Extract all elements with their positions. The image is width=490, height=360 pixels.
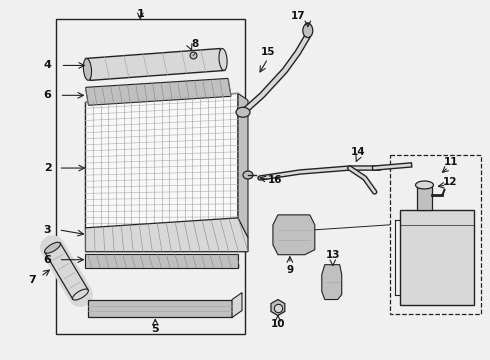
Polygon shape [85,78,231,105]
Text: 6: 6 [44,255,51,265]
Bar [55,19,245,334]
Text: 2: 2 [44,163,51,173]
Ellipse shape [219,49,227,71]
Polygon shape [85,93,238,230]
Text: 15: 15 [261,48,275,58]
Polygon shape [322,265,342,300]
Text: 11: 11 [444,157,459,167]
Bar [390,155,481,315]
Text: 1: 1 [136,9,144,19]
Ellipse shape [45,242,60,253]
Text: 7: 7 [29,275,36,285]
Text: 5: 5 [151,324,159,334]
Polygon shape [238,93,248,238]
Bar [416,185,433,210]
Text: 14: 14 [350,147,365,157]
Polygon shape [232,293,242,318]
Polygon shape [273,215,315,255]
Text: 8: 8 [192,39,199,49]
Text: 16: 16 [268,175,282,185]
Text: 13: 13 [325,250,340,260]
Text: 9: 9 [286,265,294,275]
Text: 12: 12 [443,177,458,187]
Polygon shape [85,254,238,268]
Ellipse shape [73,289,88,300]
Polygon shape [271,300,285,315]
Text: 4: 4 [44,60,51,71]
Ellipse shape [83,59,92,80]
Polygon shape [89,300,232,318]
Ellipse shape [236,107,250,117]
Polygon shape [85,49,225,80]
Text: 3: 3 [44,225,51,235]
Text: 17: 17 [291,11,305,21]
Ellipse shape [303,24,313,37]
Ellipse shape [243,171,253,179]
Text: 6: 6 [44,90,51,100]
Bar [399,210,474,305]
Text: 10: 10 [270,319,285,329]
Ellipse shape [416,181,434,189]
Polygon shape [85,218,248,252]
